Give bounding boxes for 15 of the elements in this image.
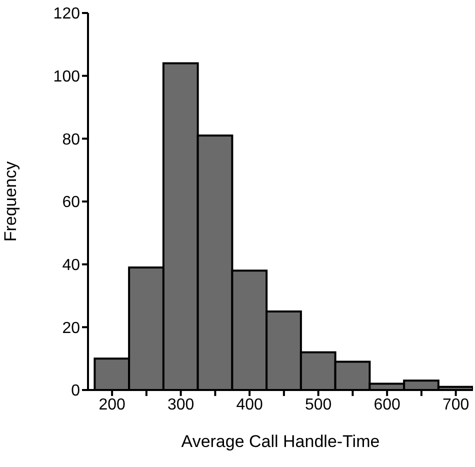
y-axis-title: Frequency xyxy=(1,160,20,242)
y-tick-label: 100 xyxy=(53,68,80,86)
x-tick-label: 700 xyxy=(442,396,470,414)
x-axis-title: Average Call Handle-Time xyxy=(181,432,380,451)
x-tick-label: 600 xyxy=(374,396,401,414)
x-tick-label: 400 xyxy=(236,396,264,414)
y-tick-label: 0 xyxy=(71,382,80,400)
x-tick-label: 200 xyxy=(98,396,126,414)
y-tick-label: 120 xyxy=(53,6,80,23)
y-tick-label: 20 xyxy=(62,320,80,337)
y-tick-label: 40 xyxy=(62,257,80,274)
x-tick-label: 300 xyxy=(167,396,194,414)
y-tick-label: 60 xyxy=(62,194,80,212)
x-tick-label: 500 xyxy=(304,396,332,414)
y-tick-label: 80 xyxy=(62,131,80,148)
